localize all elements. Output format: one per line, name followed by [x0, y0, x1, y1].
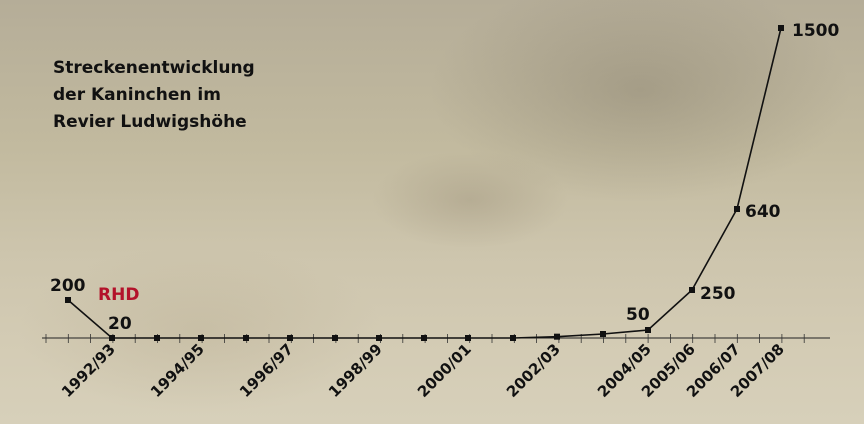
x-tick-label-4: 2000/01: [414, 340, 475, 401]
data-point-5: [287, 335, 293, 341]
data-point-15: [689, 287, 695, 293]
x-tick-label-2: 1996/97: [236, 340, 297, 401]
chart-title-line-3: Revier Ludwigshöhe: [53, 112, 247, 132]
chart-title-line-2: der Kaninchen im: [53, 85, 221, 105]
chart-title: Streckenentwicklung der Kaninchen im Rev…: [53, 55, 255, 136]
series-line: [67, 27, 782, 339]
data-label-0: 200: [50, 276, 86, 296]
data-label-14: 50: [626, 305, 650, 325]
data-point-7: [376, 335, 382, 341]
data-point-6: [332, 335, 338, 341]
data-point-3: [198, 335, 204, 341]
x-tick-label-3: 1998/99: [325, 340, 386, 401]
chart-title-line-1: Streckenentwicklung: [53, 58, 255, 78]
data-point-17: [778, 25, 784, 31]
data-point-1: [109, 335, 115, 341]
data-point-16: [734, 206, 740, 212]
x-tick-label-0: 1992/93: [58, 340, 119, 401]
rhd-annotation: RHD: [98, 285, 139, 305]
data-point-11: [510, 335, 516, 341]
data-label-1: 20: [108, 314, 132, 334]
data-point-2: [154, 335, 160, 341]
data-point-13: [600, 331, 606, 337]
line-layer: [67, 27, 782, 339]
data-label-17: 1500: [792, 21, 839, 41]
data-point-8: [421, 335, 427, 341]
data-point-9: [465, 335, 471, 341]
x-tick-label-1: 1994/95: [147, 340, 208, 401]
data-point-4: [243, 335, 249, 341]
data-point-0: [65, 297, 71, 303]
data-label-16: 640: [745, 202, 781, 222]
tick-label-layer: 1992/93 1994/95 1996/97 1998/99 2000/01 2002/…: [58, 340, 788, 401]
data-label-15: 250: [700, 284, 736, 304]
data-point-14: [645, 327, 651, 333]
data-point-12: [554, 333, 560, 340]
label-layer: 200 20 50 250 640 1500 RHD: [50, 21, 839, 334]
x-tick-label-5: 2002/03: [503, 340, 564, 401]
point-layer: [65, 25, 784, 341]
